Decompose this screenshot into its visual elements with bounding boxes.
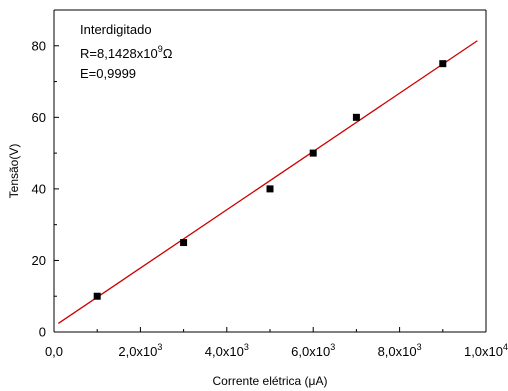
y-tick-label: 80 (32, 38, 46, 53)
annotation-resistance-base: R=8,1428x10 (80, 46, 158, 61)
fit-line (57, 40, 478, 324)
annotation-resistance: R=8,1428x109Ω (80, 44, 173, 61)
y-ticks: 0 20 40 60 80 (32, 9, 59, 340)
x-tick-label-base: 2,0x10 (118, 344, 157, 359)
y-axis-title: Tensão(V) (7, 144, 21, 199)
x-tick-label-base: 8,0x10 (378, 344, 417, 359)
x-ticks: 0,0 2,0x103 4,0x103 6,0x103 8,0x103 1,0x104 (45, 327, 508, 359)
x-tick-label-base: 6,0x10 (291, 344, 330, 359)
x-axis-title: Corrente elétrica (μA) (213, 374, 328, 388)
y-tick-label: 60 (32, 110, 46, 125)
annotation-correlation: E=0,9999 (80, 66, 136, 81)
annotation-title: Interdigitado (80, 22, 152, 37)
x-tick-label: 8,0x103 (378, 342, 422, 359)
x-tick-label: 6,0x103 (291, 342, 335, 359)
y-tick-label: 0 (39, 325, 46, 340)
x-tick-label-exp: 3 (330, 342, 335, 352)
x-tick-label-exp: 3 (417, 342, 422, 352)
x-tick-label-base: 4,0x10 (205, 344, 244, 359)
x-tick-label-exp: 3 (244, 342, 249, 352)
x-tick-label-exp: 4 (503, 342, 508, 352)
data-point (93, 292, 101, 300)
data-point (309, 149, 317, 157)
x-tick-label-base: 1,0x10 (464, 344, 503, 359)
x-tick-label-exp: 3 (157, 342, 162, 352)
data-point (439, 60, 447, 68)
data-point (352, 113, 360, 121)
x-tick-label-base: 0,0 (45, 344, 63, 359)
x-tick-label: 0,0 (45, 344, 63, 359)
x-tick-label: 4,0x103 (205, 342, 249, 359)
x-tick-label: 2,0x103 (118, 342, 162, 359)
data-points (93, 60, 447, 300)
y-tick-label: 40 (32, 181, 46, 196)
data-point (180, 239, 188, 247)
annotation-block: Interdigitado R=8,1428x109Ω E=0,9999 (80, 22, 173, 81)
data-point (266, 185, 274, 193)
annotation-resistance-unit: Ω (163, 46, 173, 61)
fit-line-group (57, 40, 478, 324)
y-tick-label: 20 (32, 253, 46, 268)
x-tick-label: 1,0x104 (464, 342, 508, 359)
annotation-resistance-exp: 9 (158, 44, 163, 54)
